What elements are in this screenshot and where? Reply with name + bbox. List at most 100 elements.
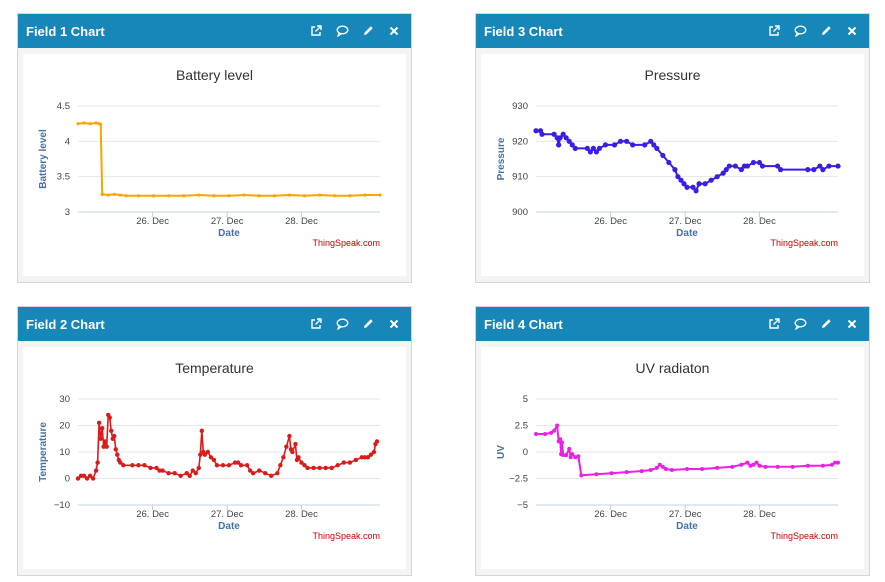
- data-point: [669, 468, 674, 473]
- comment-icon[interactable]: [791, 315, 809, 333]
- data-point: [820, 167, 826, 173]
- data-point: [609, 471, 614, 476]
- data-point: [341, 460, 346, 465]
- data-point: [107, 415, 112, 420]
- data-point: [624, 138, 630, 144]
- data-point: [82, 121, 86, 125]
- close-icon[interactable]: [385, 22, 403, 40]
- x-axis-label: Date: [676, 228, 698, 239]
- data-point: [172, 471, 177, 476]
- data-point: [198, 452, 203, 457]
- pencil-icon[interactable]: [359, 315, 377, 333]
- data-point: [533, 128, 539, 134]
- pencil-icon[interactable]: [817, 22, 835, 40]
- data-point: [690, 184, 696, 190]
- data-point: [738, 167, 744, 173]
- data-point: [115, 452, 120, 457]
- data-point: [284, 444, 289, 449]
- data-point: [121, 463, 126, 468]
- x-tick-label: 27. Dec: [211, 216, 244, 227]
- close-icon[interactable]: [843, 22, 861, 40]
- data-point: [654, 465, 659, 470]
- data-point: [593, 149, 599, 155]
- data-point: [202, 452, 208, 457]
- data-point: [564, 453, 569, 458]
- y-axis-label: Pressure: [496, 137, 507, 180]
- data-point: [199, 428, 205, 433]
- data-point: [205, 449, 211, 455]
- y-tick-label: 900: [512, 207, 528, 218]
- data-point: [672, 167, 678, 173]
- x-tick-label: 28. Dec: [285, 216, 318, 227]
- data-point: [708, 177, 714, 183]
- comment-icon[interactable]: [791, 22, 809, 40]
- data-point: [654, 145, 660, 151]
- external-link-icon[interactable]: [765, 22, 783, 40]
- y-tick-label: −5: [517, 500, 528, 511]
- data-point: [184, 471, 189, 476]
- panel-header: Field 4 Chart: [476, 307, 869, 341]
- pencil-icon[interactable]: [359, 22, 377, 40]
- external-link-icon[interactable]: [765, 315, 783, 333]
- data-point: [88, 122, 92, 126]
- pencil-icon[interactable]: [817, 315, 835, 333]
- data-point: [835, 163, 841, 169]
- data-point: [275, 471, 280, 476]
- data-point: [763, 464, 768, 469]
- x-tick-label: 26. Dec: [594, 509, 627, 520]
- data-point: [196, 465, 201, 471]
- credit-link[interactable]: ThingSpeak.com: [770, 531, 838, 541]
- data-point: [642, 142, 648, 148]
- data-point: [651, 142, 657, 148]
- external-link-icon[interactable]: [307, 315, 325, 333]
- data-point: [660, 464, 665, 469]
- data-point: [745, 460, 750, 465]
- panel-title: Field 2 Chart: [26, 317, 105, 332]
- uv-radiation-chart: UV radiaton −5 −2.5 0 2.5 5 26. Dec 27. Dec 28. …: [496, 360, 840, 541]
- y-tick-label: 3.5: [57, 172, 70, 183]
- data-point: [552, 428, 557, 433]
- data-point: [90, 476, 96, 481]
- x-tick-label: 28. Dec: [743, 509, 776, 520]
- y-tick-label: 4: [65, 136, 70, 147]
- series-line: [536, 129, 838, 192]
- data-point: [584, 145, 590, 151]
- panel-field-1: Field 1 Chart Battery level 3 3.5 4 4.5 26. D…: [17, 13, 412, 283]
- panel-actions: [765, 315, 861, 333]
- data-point: [559, 440, 564, 445]
- data-point: [104, 444, 109, 449]
- credit-link[interactable]: ThingSpeak.com: [312, 531, 380, 541]
- data-point: [100, 192, 104, 196]
- data-point: [99, 122, 103, 126]
- data-point: [102, 439, 108, 444]
- credit-link[interactable]: ThingSpeak.com: [770, 238, 838, 248]
- data-point: [556, 142, 562, 148]
- data-point: [365, 455, 371, 460]
- panel-actions: [307, 315, 403, 333]
- data-point: [75, 476, 81, 481]
- data-point: [805, 463, 810, 468]
- data-point: [744, 163, 750, 169]
- data-point: [335, 463, 340, 468]
- data-point: [238, 463, 244, 468]
- data-point: [353, 457, 359, 463]
- close-icon[interactable]: [843, 315, 861, 333]
- data-point: [208, 455, 214, 460]
- comment-icon[interactable]: [333, 315, 351, 333]
- data-point: [76, 122, 80, 126]
- data-point: [160, 468, 165, 473]
- data-point: [832, 460, 837, 465]
- data-point: [227, 194, 231, 198]
- credit-link[interactable]: ThingSpeak.com: [312, 238, 380, 248]
- close-icon[interactable]: [385, 315, 403, 333]
- data-point: [569, 142, 575, 148]
- data-point: [551, 131, 557, 137]
- data-point: [244, 463, 250, 468]
- data-point: [561, 453, 566, 458]
- comment-icon[interactable]: [333, 22, 351, 40]
- external-link-icon[interactable]: [307, 22, 325, 40]
- y-tick-label: 0: [65, 474, 70, 485]
- data-point: [154, 465, 159, 471]
- data-point: [543, 431, 548, 436]
- data-point: [359, 455, 365, 460]
